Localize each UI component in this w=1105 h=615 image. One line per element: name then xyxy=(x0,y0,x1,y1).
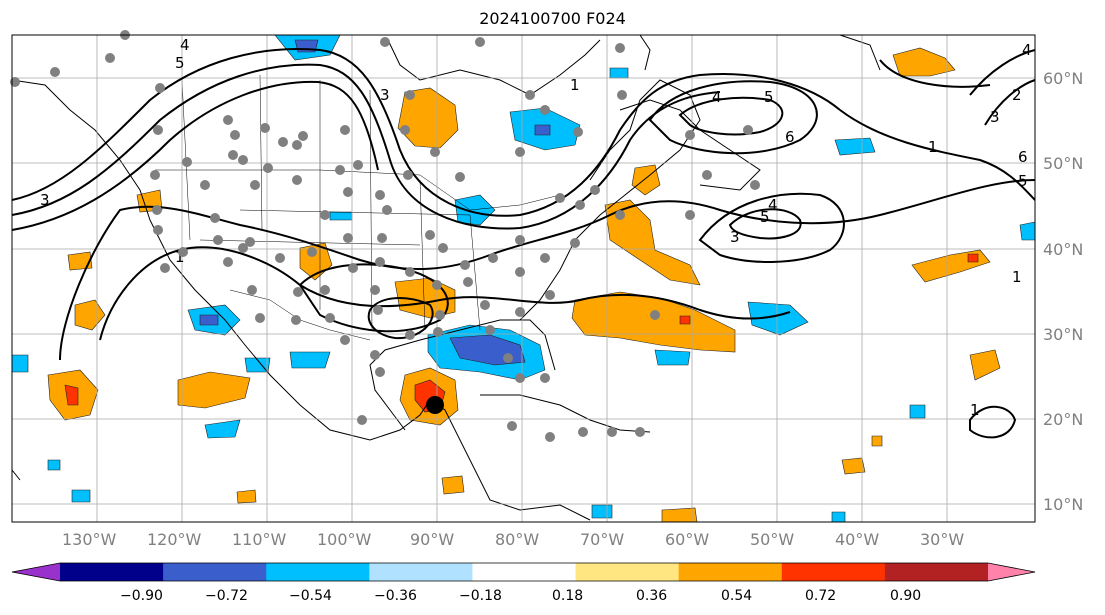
station-markers xyxy=(10,30,760,442)
map-border xyxy=(11,34,1036,523)
map-frame xyxy=(12,35,1035,522)
contour-labels: 4 5 6 5 4 3 1 2 1 4 5 3 1 3 1 3 1 6 5 4 xyxy=(40,36,1032,419)
contour-label: 5 xyxy=(1018,172,1028,190)
contour-lines xyxy=(11,48,1036,439)
contour-label: 1 xyxy=(970,401,980,419)
colorbar-segment xyxy=(369,563,473,581)
colorbar-segment xyxy=(575,563,680,581)
lon-label: 120°W xyxy=(147,530,202,549)
colorbar-tick-label: 0.18 xyxy=(552,588,583,604)
contour-label: 6 xyxy=(785,128,795,146)
lon-label: 30°W xyxy=(920,530,964,549)
lon-label: 50°W xyxy=(750,530,794,549)
contour-label: 5 xyxy=(175,54,185,72)
colorbar-segment xyxy=(60,563,164,581)
contour-label: 4 xyxy=(1022,41,1032,59)
lon-label: 70°W xyxy=(580,530,624,549)
lat-label: 30°N xyxy=(1043,325,1083,344)
contour-label: 4 xyxy=(768,196,778,214)
contour-label: 1 xyxy=(175,248,185,266)
lon-label: 80°W xyxy=(495,530,539,549)
colorbar-tick-label: 0.90 xyxy=(890,588,921,604)
contour-label: 3 xyxy=(730,228,740,246)
colorbar-segment xyxy=(163,563,267,581)
lon-label: 40°W xyxy=(835,530,879,549)
map-title: 2024100700 F024 xyxy=(479,9,626,28)
contour-label: 5 xyxy=(764,88,774,106)
contour-label: 4 xyxy=(180,36,190,54)
colorbar xyxy=(11,562,1036,582)
lat-label: 40°N xyxy=(1043,240,1083,259)
lon-label: 130°W xyxy=(62,530,117,549)
colorbar-segment xyxy=(884,563,989,581)
contour-label: 3 xyxy=(380,86,390,104)
colorbar-segment xyxy=(781,563,886,581)
coastlines xyxy=(11,34,881,521)
colorbar-extend-max xyxy=(988,563,1035,581)
colorbar-tick-label: −0.18 xyxy=(459,588,502,604)
lon-label: 100°W xyxy=(317,530,372,549)
lon-label: 60°W xyxy=(665,530,709,549)
contour-label: 1 xyxy=(570,76,580,94)
lon-label: 110°W xyxy=(232,530,287,549)
colorbar-segment xyxy=(266,563,370,581)
colorbar-tick-label: 0.36 xyxy=(636,588,667,604)
colorbar-extend-min xyxy=(12,563,60,581)
colorbar-tick-label: −0.72 xyxy=(205,588,248,604)
contour-label: 3 xyxy=(40,191,50,209)
colorbar-outline xyxy=(11,562,1036,582)
colorbar-tick-labels: −0.90 −0.72 −0.54 −0.36 −0.18 0.18 0.36 … xyxy=(120,588,921,604)
colorbar-tick-label: −0.36 xyxy=(374,588,417,604)
storm-center-marker xyxy=(426,396,444,414)
colorbar-tick-label: −0.54 xyxy=(289,588,332,604)
lat-label: 50°N xyxy=(1043,154,1083,173)
lon-label: 90°W xyxy=(410,530,454,549)
lat-label: 20°N xyxy=(1043,410,1083,429)
contour-label: 2 xyxy=(1012,86,1022,104)
contour-label: 3 xyxy=(990,108,1000,126)
latitude-labels: 60°N 50°N 40°N 30°N 20°N 10°N xyxy=(1043,69,1083,514)
contour-label: 4 xyxy=(712,88,722,106)
colorbar-segment xyxy=(678,563,783,581)
contour-label: 5 xyxy=(760,208,770,226)
lat-label: 60°N xyxy=(1043,69,1083,88)
contour-label: 1 xyxy=(1012,268,1022,286)
colorbar-tick-label: 0.72 xyxy=(805,588,836,604)
longitude-labels: 130°W 120°W 110°W 100°W 90°W 80°W 70°W 6… xyxy=(62,530,964,549)
colorbar-segment xyxy=(472,563,577,581)
colorbar-tick-label: −0.90 xyxy=(120,588,163,604)
contour-label: 6 xyxy=(1018,148,1028,166)
colorbar-tick-label: 0.54 xyxy=(721,588,752,604)
negative-anomaly-shading xyxy=(11,34,1036,523)
lat-label: 10°N xyxy=(1043,495,1083,514)
positive-anomaly-shading xyxy=(47,47,1001,523)
contour-label: 1 xyxy=(928,138,938,156)
